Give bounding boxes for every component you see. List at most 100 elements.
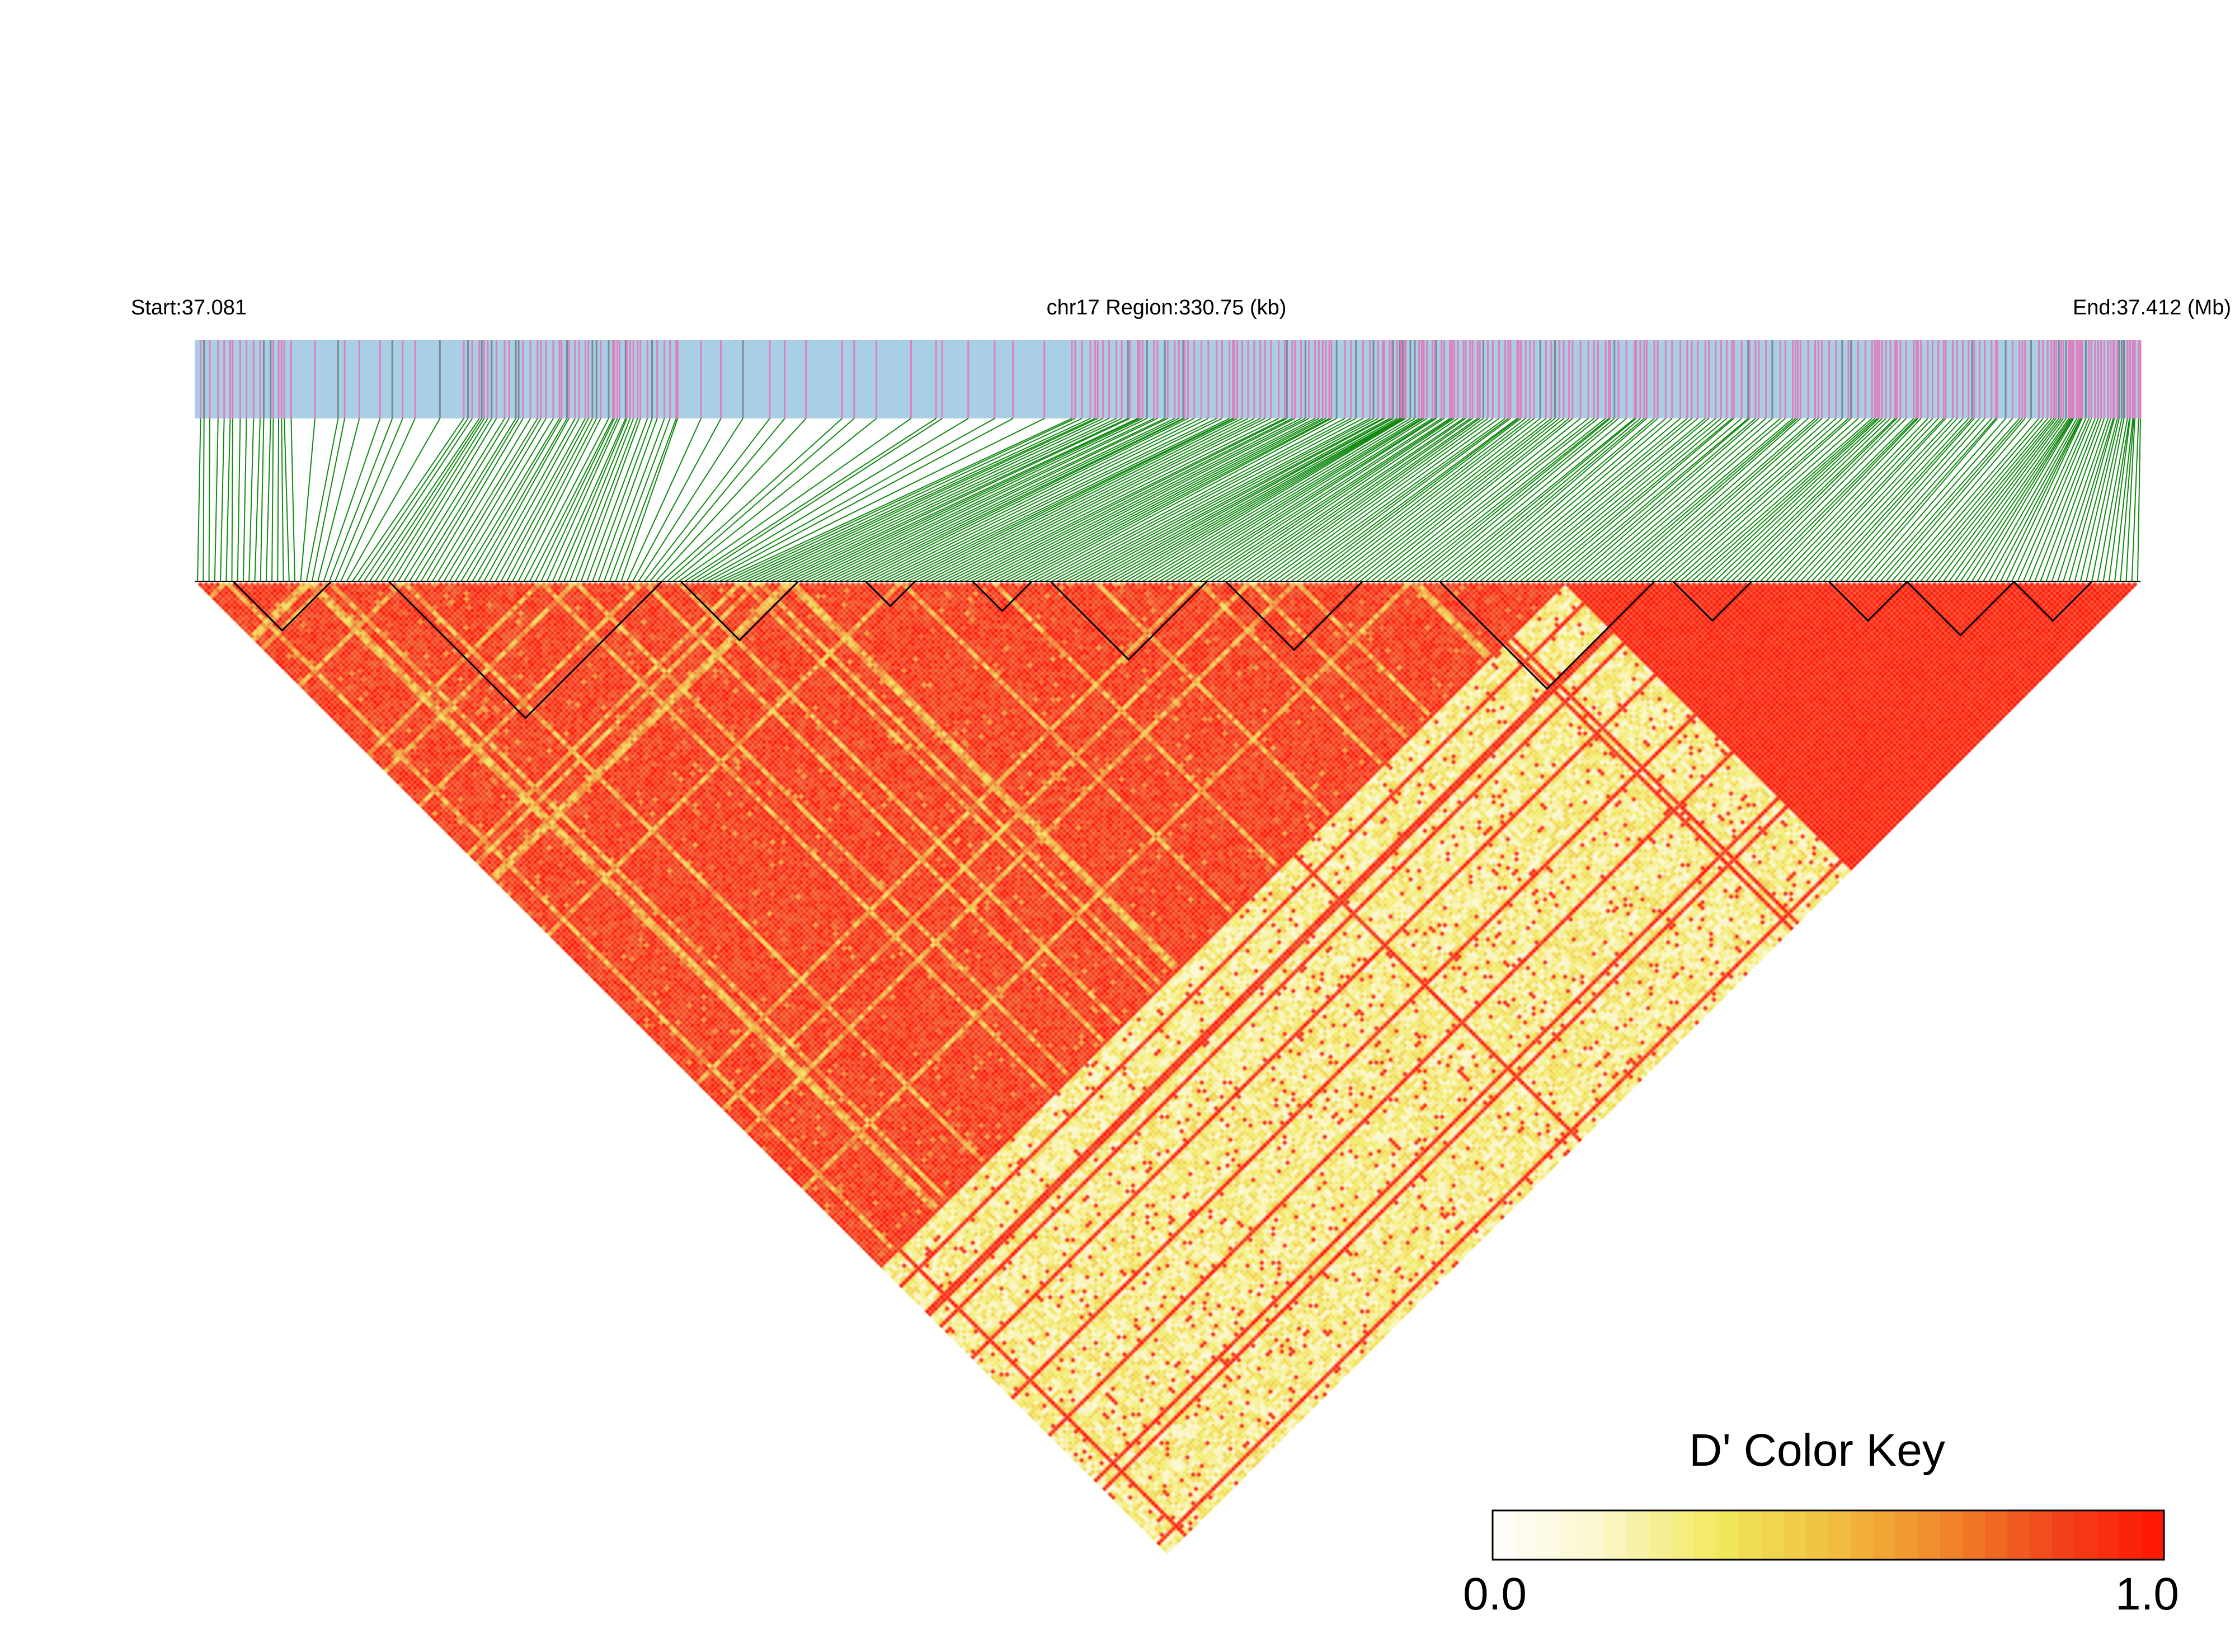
snp-connector bbox=[1765, 418, 1922, 582]
snp-connector bbox=[804, 418, 1147, 582]
snp-connector bbox=[746, 418, 1098, 582]
color-key-min-label: 0.0 bbox=[1463, 1569, 1527, 1620]
color-key-gradient-bar bbox=[1493, 1510, 2165, 1560]
snp-connector bbox=[1948, 418, 2067, 582]
snp-connector bbox=[300, 418, 316, 582]
snp-connector bbox=[1634, 418, 1819, 582]
snp-connector bbox=[637, 418, 744, 582]
snp-connector bbox=[1078, 418, 1385, 582]
snp-connector bbox=[2045, 418, 2105, 582]
color-key-segment bbox=[1784, 1510, 1806, 1560]
color-key-segment bbox=[1672, 1510, 1695, 1560]
snp-connector bbox=[1508, 418, 1706, 582]
snp-connector bbox=[1342, 418, 1552, 582]
snp-connector bbox=[1799, 418, 1954, 582]
snp-connector bbox=[1347, 418, 1556, 582]
snp-connector bbox=[867, 418, 1202, 582]
snp-connector bbox=[1376, 418, 1581, 582]
snp-connector bbox=[1410, 418, 1611, 582]
snp-connector bbox=[1959, 418, 2071, 582]
snp-connector bbox=[826, 418, 1168, 582]
snp-connector bbox=[1050, 418, 1363, 582]
color-key-segment bbox=[1605, 1510, 1627, 1560]
snp-connector bbox=[1056, 418, 1371, 582]
snp-connector bbox=[1839, 418, 1985, 582]
snp-connector bbox=[449, 418, 547, 582]
snp-connector bbox=[1233, 418, 1471, 582]
snp-connector bbox=[1118, 418, 1403, 582]
snp-connector bbox=[2040, 418, 2102, 582]
snp-connector bbox=[277, 418, 280, 582]
snp-connector bbox=[1301, 418, 1519, 582]
snp-connector bbox=[1691, 418, 1875, 582]
snp-connector bbox=[821, 418, 1165, 582]
snp-connector bbox=[1530, 418, 1728, 582]
snp-connector bbox=[483, 418, 576, 582]
snp-connector bbox=[1576, 418, 1767, 582]
color-key-segment bbox=[1739, 1510, 1762, 1560]
color-key-segment bbox=[1493, 1510, 1516, 1560]
snp-connector bbox=[443, 418, 542, 582]
snp-connector bbox=[1828, 418, 1975, 582]
snp-connector bbox=[260, 418, 265, 582]
snp-connector bbox=[472, 418, 568, 582]
snp-connector bbox=[357, 418, 469, 582]
snp-connector bbox=[1095, 418, 1394, 582]
snp-connector bbox=[1559, 418, 1750, 582]
snp-connector bbox=[2057, 418, 2111, 582]
snp-connector bbox=[798, 418, 1143, 582]
snp-connector bbox=[203, 418, 205, 582]
snp-connector bbox=[1359, 418, 1564, 582]
snp-connector bbox=[2028, 418, 2096, 582]
snp-connector bbox=[495, 418, 586, 582]
snp-connector bbox=[1336, 418, 1546, 582]
snp-connector bbox=[626, 418, 702, 582]
snp-connector bbox=[546, 418, 620, 582]
snp-connector bbox=[1874, 418, 2020, 582]
snp-connector bbox=[1113, 418, 1402, 582]
snp-connector bbox=[781, 418, 1130, 582]
snp-connector bbox=[466, 418, 562, 582]
snp-connector bbox=[998, 418, 1319, 582]
snp-connector bbox=[1164, 418, 1428, 582]
snp-connector bbox=[1170, 418, 1433, 582]
color-key-segment bbox=[1806, 1510, 1829, 1560]
snp-connector bbox=[557, 418, 628, 582]
snp-connector bbox=[1124, 418, 1405, 582]
snp-connector bbox=[1759, 418, 1918, 582]
snp-connector bbox=[1937, 418, 2062, 582]
snp-connector bbox=[397, 418, 497, 582]
snp-connector bbox=[1999, 418, 2082, 582]
snp-connector bbox=[1650, 418, 1837, 582]
snp-connector bbox=[1639, 418, 1823, 582]
snp-connector bbox=[1524, 418, 1722, 582]
color-key: D' Color Key 0.0 1.0 bbox=[1463, 1425, 2179, 1620]
snp-connector bbox=[1061, 418, 1374, 582]
snp-connector bbox=[1204, 418, 1452, 582]
snp-connector bbox=[1496, 418, 1692, 582]
snp-connector bbox=[437, 418, 538, 582]
snp-connector bbox=[1370, 418, 1573, 582]
snp-connector bbox=[1141, 418, 1415, 582]
ld-heatmap-cells bbox=[195, 582, 2140, 1555]
color-key-segment bbox=[2007, 1510, 2030, 1560]
snp-connector bbox=[1250, 418, 1480, 582]
snp-connector bbox=[281, 418, 284, 582]
snp-connector bbox=[1845, 418, 1992, 582]
snp-connector bbox=[1479, 418, 1673, 582]
snp-connector bbox=[2102, 418, 2130, 582]
snp-connector bbox=[895, 418, 1234, 582]
snp-connector bbox=[1725, 418, 1896, 582]
snp-connector-lines bbox=[197, 418, 2141, 582]
haplotype-block-outline bbox=[1828, 581, 1908, 622]
snp-connector bbox=[1965, 418, 2073, 582]
snp-connector bbox=[672, 418, 877, 582]
region-label: chr17 Region:330.75 (kb) bbox=[1047, 296, 1287, 319]
snp-connector bbox=[1570, 418, 1759, 582]
snp-connector bbox=[1513, 418, 1710, 582]
snp-connector bbox=[408, 418, 510, 582]
snp-connector bbox=[534, 418, 615, 582]
snp-connector bbox=[1324, 418, 1535, 582]
snp-connector bbox=[580, 418, 641, 582]
snp-connector bbox=[1519, 418, 1716, 582]
